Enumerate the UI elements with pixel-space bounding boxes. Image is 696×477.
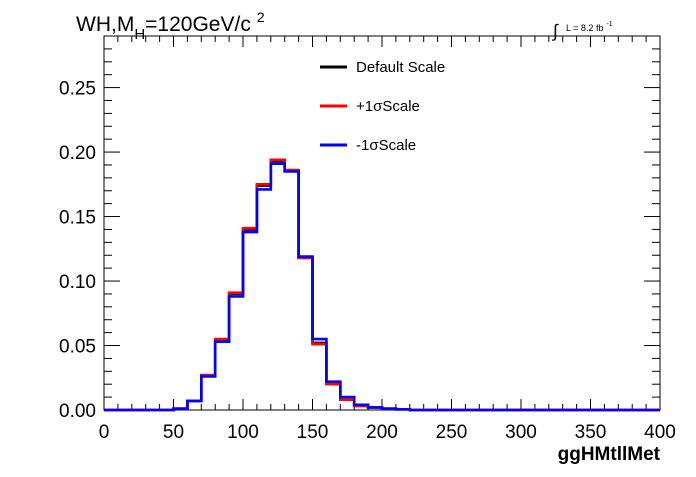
x-tick-label: 350 — [575, 422, 607, 443]
y-tick-label: 0.00 — [59, 401, 96, 422]
axis-tick-labels: 0 50 100 150 200 250 300 350 400 0.00 0.05 0.10 0.15… — [59, 79, 676, 443]
x-tick-label: 200 — [366, 422, 398, 443]
lumi-text: L = 8.2 fb — [566, 23, 603, 33]
x-tick-label: 300 — [505, 422, 537, 443]
x-tick-label: 0 — [99, 422, 110, 443]
y-tick-label: 0.05 — [59, 337, 96, 358]
title-superscript: 2 — [257, 9, 265, 25]
lumi-superscript: -1 — [606, 21, 612, 28]
chart-title: WH,MH=120GeV/c 2 — [76, 9, 265, 43]
legend: Default Scale +1σScale -1σScale — [320, 59, 445, 154]
y-tick-label: 0.20 — [59, 143, 96, 164]
x-tick-label: 400 — [644, 422, 676, 443]
title-main: WH,M — [76, 13, 134, 36]
x-axis-label: ggHMtllMet — [558, 444, 661, 465]
legend-label-2: +1σScale — [356, 98, 420, 115]
x-tick-label: 250 — [436, 422, 468, 443]
series-layer — [104, 158, 660, 412]
x-tick-label: 150 — [297, 422, 329, 443]
x-tick-label: 100 — [227, 422, 259, 443]
lumi-integral-sign: ∫ — [551, 21, 559, 41]
title-rest: =120GeV/c — [145, 13, 251, 36]
title-subscript: H — [134, 26, 145, 43]
axis-ticks — [103, 36, 661, 411]
legend-label-1: Default Scale — [356, 59, 445, 76]
y-tick-label: 0.25 — [59, 79, 96, 100]
legend-label-3: -1σScale — [356, 137, 416, 154]
lumi-label: L = 8.2 fb -1 — [566, 21, 613, 33]
x-tick-label: 50 — [163, 422, 184, 443]
y-tick-label: 0.15 — [59, 208, 96, 229]
y-tick-label: 0.10 — [59, 272, 96, 293]
series-line-3 — [104, 162, 660, 412]
